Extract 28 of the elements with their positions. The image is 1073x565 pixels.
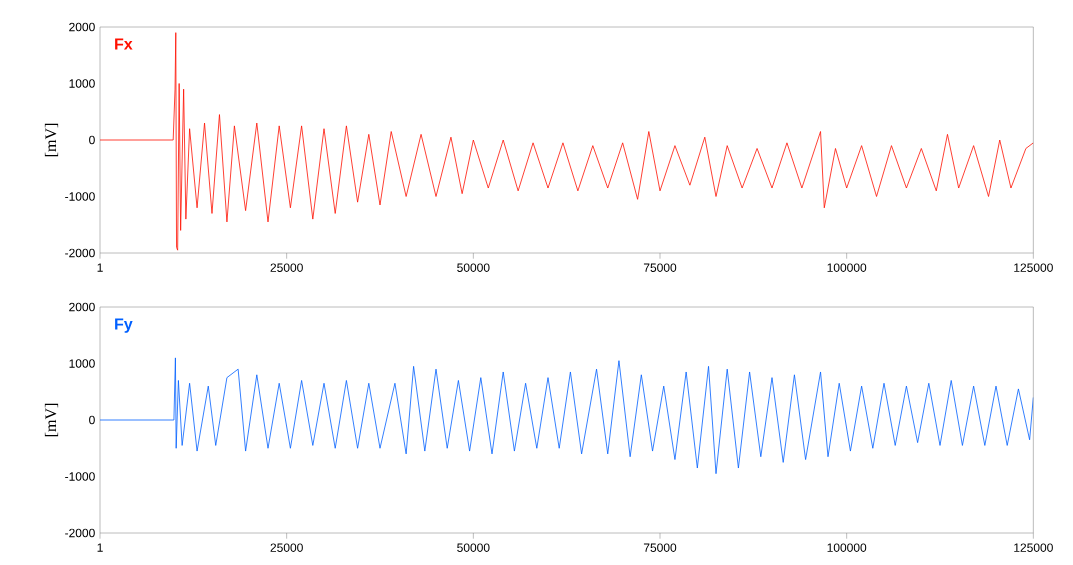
y-tick-label: 1000	[69, 359, 95, 368]
text: Fy	[115, 318, 133, 333]
y-tick-label: 2000	[69, 22, 95, 32]
y-axis-title: [mV]	[44, 403, 59, 437]
x-tick-label: 100000	[827, 543, 867, 552]
x-tick-label: 75000	[643, 263, 677, 272]
line-series	[100, 357, 1034, 475]
y-tick-label: -1000	[65, 472, 95, 481]
y-tick-label: -1000	[65, 192, 95, 201]
x-tick-label: 25000	[270, 263, 303, 272]
y-tick-label: 2000	[69, 302, 95, 312]
text: Fx	[115, 38, 133, 50]
y-tick-label: -2000	[65, 248, 95, 258]
x-tick-label: 50000	[457, 263, 490, 272]
x-tick-label: 1	[97, 543, 103, 552]
x-tick-label: 100000	[827, 263, 867, 272]
y-tick-label: 0	[89, 415, 95, 425]
y-tick-label: 0	[89, 135, 95, 145]
x-tick-label: 50000	[457, 543, 490, 552]
y-tick-label: -2000	[65, 528, 95, 538]
y-axis-title: [mV]	[44, 123, 59, 157]
x-tick-label: 125000	[1014, 263, 1053, 272]
x-tick-label: 125000	[1014, 543, 1053, 552]
x-tick-label: 75000	[643, 543, 677, 552]
x-tick-label: 1	[97, 263, 103, 272]
y-tick-label: 1000	[69, 79, 95, 88]
x-tick-label: 25000	[270, 543, 303, 552]
line-series	[100, 32, 1034, 251]
